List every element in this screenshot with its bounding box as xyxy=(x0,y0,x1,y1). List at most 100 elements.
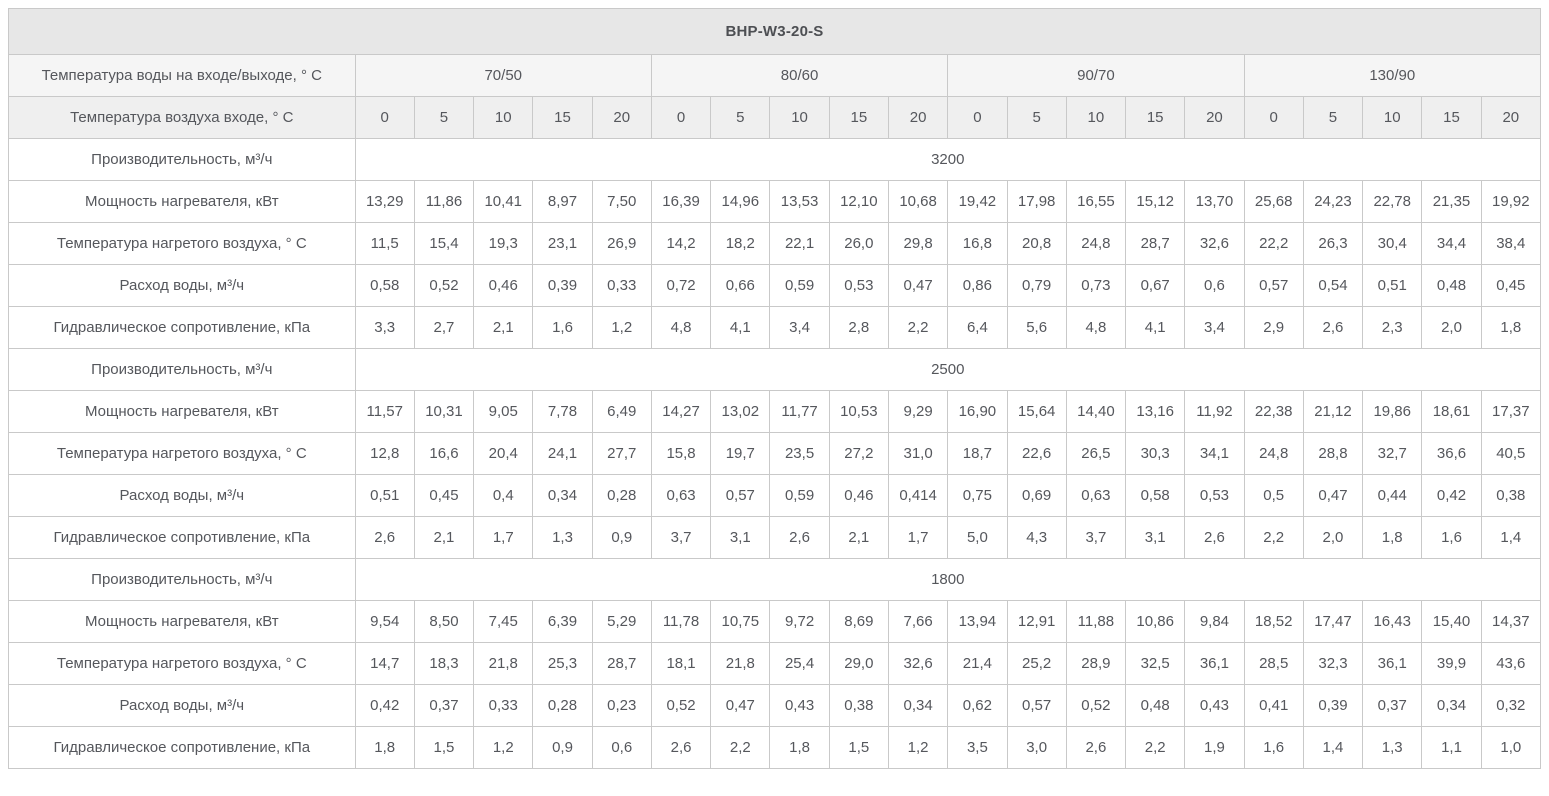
data-cell-1-2-18: 0,42 xyxy=(1421,474,1482,517)
data-row-2-3: Гидравлическое сопротивление, кПа 1,8 1,5 1… xyxy=(8,726,1542,769)
data-row-2-2: Расход воды, м³/ч 0,42 0,37 0,33 0,28 0,23 0,5… xyxy=(8,684,1542,727)
data-cell-2-0-8: 8,69 xyxy=(828,600,889,643)
data-cell-1-1-2: 20,4 xyxy=(473,432,534,475)
data-cell-0-1-19: 38,4 xyxy=(1480,222,1542,265)
data-cell-2-3-1: 1,5 xyxy=(413,726,475,769)
capacity-value-1: 2500 xyxy=(354,348,1542,391)
data-cell-0-3-14: 3,4 xyxy=(1184,306,1245,349)
water-temp-group-2: 90/70 xyxy=(947,54,1245,97)
data-cell-0-3-11: 5,6 xyxy=(1006,306,1067,349)
data-row-label-1-2: Расход воды, м³/ч xyxy=(8,474,356,517)
data-cell-2-2-16: 0,39 xyxy=(1302,684,1364,727)
data-cell-0-1-18: 34,4 xyxy=(1421,222,1482,265)
data-cell-2-0-0: 9,54 xyxy=(354,600,415,643)
data-cell-1-3-18: 1,6 xyxy=(1421,516,1482,559)
data-cell-1-0-2: 9,05 xyxy=(473,390,534,433)
data-cell-0-1-17: 30,4 xyxy=(1362,222,1423,265)
data-cell-2-1-0: 14,7 xyxy=(354,642,415,685)
data-cell-0-2-4: 0,33 xyxy=(591,264,652,307)
water-temp-group-3: 130/90 xyxy=(1243,54,1542,97)
spec-table-container: BHP-W3-20-S Температура воды на входе/вы… xyxy=(8,8,1542,769)
data-cell-1-3-16: 2,0 xyxy=(1302,516,1364,559)
data-cell-1-0-4: 6,49 xyxy=(591,390,652,433)
data-cell-2-2-0: 0,42 xyxy=(354,684,415,727)
data-cell-0-1-14: 32,6 xyxy=(1184,222,1245,265)
data-row-label-2-2: Расход воды, м³/ч xyxy=(8,684,356,727)
data-row-0-0: Мощность нагревателя, кВт 13,29 11,86 10,41… xyxy=(8,180,1542,223)
data-cell-2-3-7: 1,8 xyxy=(769,726,830,769)
data-cell-2-2-4: 0,23 xyxy=(591,684,652,727)
data-cell-0-3-5: 4,8 xyxy=(650,306,712,349)
data-cell-1-1-5: 15,8 xyxy=(650,432,712,475)
data-row-1-2: Расход воды, м³/ч 0,51 0,45 0,4 0,34 0,28 0,63… xyxy=(8,474,1542,517)
data-cell-1-3-5: 3,7 xyxy=(650,516,712,559)
data-row-label-2-0: Мощность нагревателя, кВт xyxy=(8,600,356,643)
data-cell-0-1-13: 28,7 xyxy=(1125,222,1186,265)
air-temp-1-4: 20 xyxy=(887,96,949,139)
data-cell-0-0-11: 17,98 xyxy=(1006,180,1067,223)
data-cell-1-3-14: 2,6 xyxy=(1184,516,1245,559)
data-cell-0-3-1: 2,7 xyxy=(413,306,475,349)
data-cell-2-3-14: 1,9 xyxy=(1184,726,1245,769)
data-cell-1-2-2: 0,4 xyxy=(473,474,534,517)
data-cell-0-0-10: 19,42 xyxy=(947,180,1008,223)
data-cell-0-1-10: 16,8 xyxy=(947,222,1008,265)
data-cell-0-2-2: 0,46 xyxy=(473,264,534,307)
data-cell-0-3-4: 1,2 xyxy=(591,306,652,349)
data-cell-2-0-13: 10,86 xyxy=(1125,600,1186,643)
data-cell-1-0-0: 11,57 xyxy=(354,390,415,433)
data-cell-1-2-6: 0,57 xyxy=(710,474,771,517)
data-cell-0-1-5: 14,2 xyxy=(650,222,712,265)
data-cell-2-0-10: 13,94 xyxy=(947,600,1008,643)
data-cell-0-0-14: 13,70 xyxy=(1184,180,1245,223)
data-cell-1-3-11: 4,3 xyxy=(1006,516,1067,559)
data-cell-2-3-19: 1,0 xyxy=(1480,726,1542,769)
data-cell-2-2-12: 0,52 xyxy=(1065,684,1127,727)
data-cell-2-1-17: 36,1 xyxy=(1362,642,1423,685)
air-temp-1-1: 5 xyxy=(710,96,771,139)
data-cell-0-2-10: 0,86 xyxy=(947,264,1008,307)
data-cell-0-0-1: 11,86 xyxy=(413,180,475,223)
air-temp-2-3: 15 xyxy=(1125,96,1186,139)
data-cell-1-1-8: 27,2 xyxy=(828,432,889,475)
air-temp-3-2: 10 xyxy=(1362,96,1423,139)
data-cell-2-3-15: 1,6 xyxy=(1243,726,1304,769)
data-cell-0-0-13: 15,12 xyxy=(1125,180,1186,223)
data-cell-0-0-18: 21,35 xyxy=(1421,180,1482,223)
data-cell-0-0-17: 22,78 xyxy=(1362,180,1423,223)
data-cell-2-2-1: 0,37 xyxy=(413,684,475,727)
data-cell-1-1-18: 36,6 xyxy=(1421,432,1482,475)
data-cell-2-3-2: 1,2 xyxy=(473,726,534,769)
data-row-1-0: Мощность нагревателя, кВт 11,57 10,31 9,05 7… xyxy=(8,390,1542,433)
data-cell-1-2-4: 0,28 xyxy=(591,474,652,517)
air-temp-row: Температура воздуха входе, ° C 0 5 10 15 20 0 5… xyxy=(8,96,1542,139)
data-cell-1-2-7: 0,59 xyxy=(769,474,830,517)
spec-table: BHP-W3-20-S Температура воды на входе/вы… xyxy=(8,8,1542,769)
data-cell-1-1-14: 34,1 xyxy=(1184,432,1245,475)
data-cell-0-3-10: 6,4 xyxy=(947,306,1008,349)
air-temp-2-2: 10 xyxy=(1065,96,1127,139)
capacity-label-1: Производительность, м³/ч xyxy=(8,348,356,391)
data-cell-1-3-6: 3,1 xyxy=(710,516,771,559)
air-temp-1-3: 15 xyxy=(828,96,889,139)
data-cell-0-3-7: 3,4 xyxy=(769,306,830,349)
air-temp-2-1: 5 xyxy=(1006,96,1067,139)
data-cell-1-3-15: 2,2 xyxy=(1243,516,1304,559)
data-cell-1-0-16: 21,12 xyxy=(1302,390,1364,433)
data-cell-2-3-18: 1,1 xyxy=(1421,726,1482,769)
data-cell-0-3-13: 4,1 xyxy=(1125,306,1186,349)
data-row-1-1: Температура нагретого воздуха, ° C 12,8 16… xyxy=(8,432,1542,475)
data-cell-1-1-13: 30,3 xyxy=(1125,432,1186,475)
data-cell-1-3-7: 2,6 xyxy=(769,516,830,559)
data-cell-2-3-13: 2,2 xyxy=(1125,726,1186,769)
data-cell-0-0-0: 13,29 xyxy=(354,180,415,223)
data-cell-1-0-17: 19,86 xyxy=(1362,390,1423,433)
data-cell-2-3-4: 0,6 xyxy=(591,726,652,769)
data-cell-0-1-11: 20,8 xyxy=(1006,222,1067,265)
data-cell-2-1-13: 32,5 xyxy=(1125,642,1186,685)
capacity-row-0: Производительность, м³/ч 3200 xyxy=(8,138,1542,181)
data-cell-2-0-11: 12,91 xyxy=(1006,600,1067,643)
data-cell-2-3-16: 1,4 xyxy=(1302,726,1364,769)
data-cell-1-1-6: 19,7 xyxy=(710,432,771,475)
data-cell-2-2-3: 0,28 xyxy=(532,684,593,727)
